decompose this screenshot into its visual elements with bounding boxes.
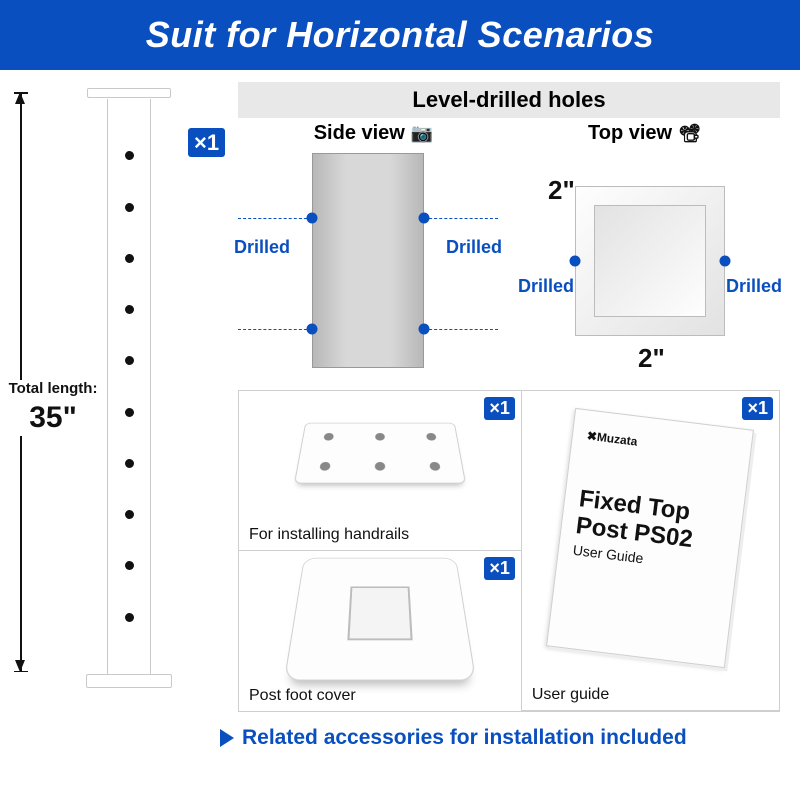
top-view-label: Top view 📽 (509, 122, 780, 145)
top-view: 2" 2" Drilled Drilled (520, 153, 780, 368)
drilled-label: Drilled (234, 237, 290, 258)
post-hole (125, 408, 134, 417)
accessories-grid: ×1 For installing handrails ×1 ✖Muzata F… (238, 390, 780, 712)
footer-note: Related accessories for installation inc… (220, 726, 800, 750)
drilled-label: Drilled (726, 276, 782, 297)
post-hole (125, 459, 134, 468)
length-value: 35" (8, 399, 98, 437)
plate-hole (320, 462, 331, 471)
plate-illustration (294, 423, 466, 484)
footer-text: Related accessories for installation inc… (242, 726, 687, 750)
length-label: Total length: 35" (8, 380, 98, 436)
view-labels-row: Side view 📷 Top view 📽 (238, 122, 780, 145)
post-column: Total length: 35" (14, 82, 176, 712)
accessory-plate: ×1 For installing handrails (239, 391, 522, 551)
footcover-illustration (284, 558, 476, 681)
plate-label: For installing handrails (249, 526, 409, 544)
views-section-title: Level-drilled holes (238, 82, 780, 118)
post-top-cap (87, 88, 171, 98)
drilled-label: Drilled (446, 237, 502, 258)
post-hole (125, 356, 134, 365)
plate-qty-badge: ×1 (484, 397, 515, 420)
camera-icon: 📽 (678, 123, 701, 144)
side-view-rect (312, 153, 424, 368)
content-area: Total length: 35" ×1 Level-drilled holes… (0, 70, 800, 716)
plate-hole (429, 462, 440, 471)
guide-brand: ✖Muzata (587, 428, 738, 460)
dim-width: 2" (638, 343, 665, 374)
post-base (86, 674, 172, 688)
side-view: Drilled Drilled (238, 153, 498, 368)
page-title: Suit for Horizontal Scenarios (146, 14, 655, 55)
length-caption: Total length: (8, 380, 98, 399)
post-hole (125, 151, 134, 160)
footcover-qty-badge: ×1 (484, 557, 515, 580)
drilled-label: Drilled (518, 276, 574, 297)
post-qty-badge: ×1 (188, 128, 225, 157)
details-column: ×1 Level-drilled holes Side view 📷 Top v… (188, 82, 780, 712)
accessory-foot-cover: ×1 Post foot cover (239, 551, 522, 711)
guide-illustration: ✖Muzata Fixed Top Post PS02 User Guide (546, 408, 754, 668)
top-view-square (575, 186, 725, 336)
dim-height: 2" (548, 175, 575, 206)
side-view-label: Side view 📷 (238, 122, 509, 145)
footcover-label: Post foot cover (249, 687, 356, 705)
guide-qty-badge: ×1 (742, 397, 773, 420)
guide-label: User guide (532, 686, 609, 704)
post-hole (125, 254, 134, 263)
post-illustration (86, 88, 172, 688)
plate-hole (375, 462, 385, 471)
post-hole (125, 510, 134, 519)
post-hole (125, 203, 134, 212)
post-hole (125, 561, 134, 570)
plate-hole (324, 433, 335, 441)
plate-hole (375, 433, 385, 441)
post-hole (125, 305, 134, 314)
views-row: Drilled Drilled 2" 2" Drilled Drilled (238, 153, 780, 368)
plate-hole (426, 433, 437, 441)
accessory-user-guide: ×1 ✖Muzata Fixed Top Post PS02 User Guid… (522, 391, 779, 711)
camera-icon: 📷 (411, 123, 433, 144)
post-body (107, 99, 151, 674)
page-title-banner: Suit for Horizontal Scenarios (0, 0, 800, 70)
triangle-bullet-icon (220, 729, 234, 747)
post-hole (125, 613, 134, 622)
